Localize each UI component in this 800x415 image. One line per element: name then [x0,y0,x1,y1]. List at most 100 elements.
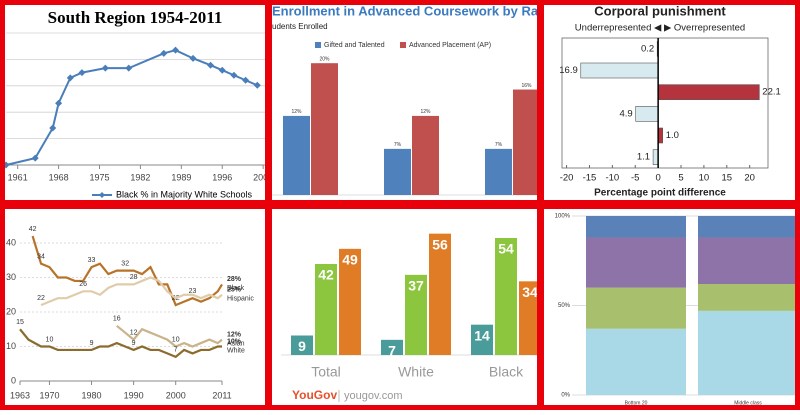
series-name: Asian [227,340,245,347]
category-label: Total [311,364,341,380]
y-tick-label: 0% [561,393,570,399]
bar [513,89,537,195]
value-label: 10 [172,336,180,343]
bar [405,274,427,355]
chart-subtitle: Underrepresented ◀ ▶ Overrepresented [575,23,745,34]
y-tick-label: 20 [6,306,16,316]
value-label: 32 [121,260,129,267]
x-tick-label: 1990 [124,390,144,400]
legend-swatch [400,42,406,48]
value-label: 10 [46,336,54,343]
footer-brand: YouGov [292,388,337,402]
y-tick-label: 0 [11,375,16,385]
x-tick-label: 20 [744,173,755,184]
bar [315,264,337,355]
panel-background [5,209,265,405]
value-label: 7% [495,142,503,148]
x-tick-label: 1961 [8,172,28,182]
marker [189,54,197,62]
legend-swatch [315,42,321,48]
marker [218,66,226,74]
bar [311,63,338,195]
bar-segment [698,284,795,311]
value-label: 54 [498,241,514,257]
bar-segment [586,216,686,238]
value-label: 42 [318,267,334,283]
marker [78,69,86,77]
y-tick-label: 30 [6,272,16,282]
bar-segment [698,310,795,395]
bar [291,335,313,355]
y-tick-label: 40 [6,237,16,247]
value-label: 9 [298,338,306,354]
bar [384,148,411,195]
x-axis-label: Percentage point difference [594,188,726,199]
value-label: 7 [174,347,178,354]
bar [485,148,512,195]
value-label: 26 [79,281,87,288]
marker [5,161,10,169]
value-label: 23 [189,288,197,295]
panel: Corporal punishment Underrepresented ◀ ▶ … [544,5,795,200]
series-name: White [227,347,245,354]
value-label: 0.2 [641,43,654,54]
x-tick-label: -10 [605,173,619,184]
legend-label: Gifted and Talented [324,42,385,49]
y-tick-label: 10 [6,341,16,351]
end-value-label: 12% [227,331,242,338]
series-line [31,235,223,307]
marker [125,64,133,72]
bar [429,233,451,355]
value-label: 16 [113,316,121,323]
category-label: White [398,364,434,380]
marker [101,64,109,72]
value-label: 22.1 [762,87,781,98]
value-label: 22 [37,295,45,302]
value-label: 9 [90,340,94,347]
category-label: Middle class [734,400,762,406]
value-label: 9 [132,340,136,347]
marker [171,46,179,54]
value-label: 12% [291,109,302,115]
x-tick-label: 1989 [171,172,191,182]
marker [253,81,261,89]
value-label: 20% [319,57,330,63]
end-value-label: 28% [227,276,242,283]
value-label: 1.0 [666,130,679,141]
bar [412,115,439,195]
x-tick-label: 1963 [10,390,30,400]
value-label: 56 [432,236,448,252]
footer-url: yougov.com [344,390,403,402]
panel: 0% 50% 100% Bottom 20 Middle class [544,209,795,406]
value-label: 4.9 [619,108,632,119]
bar [519,281,537,355]
category-label: Bottom 20 [625,400,648,406]
x-tick-label: 5 [678,173,683,184]
x-tick-label: 1968 [49,172,69,182]
value-label: 12 [130,329,138,336]
x-tick-label: -15 [583,173,597,184]
value-label: 7 [388,343,396,359]
panel: Enrollment in Advanced Coursework by Rac… [272,5,537,200]
series-line [5,49,258,166]
x-tick-label: -5 [631,173,639,184]
x-tick-label: 1975 [89,172,109,182]
value-label: 28 [130,274,138,281]
series-name: Black [227,285,245,292]
bar [652,149,659,165]
marker [230,71,238,79]
value-label: 34 [37,254,45,261]
x-tick-label: 10 [699,173,710,184]
series-line [19,328,222,359]
end-value-label: 10% [227,338,242,345]
value-label: 16% [521,83,532,89]
x-tick-label: 1980 [82,390,102,400]
value-label: 7% [394,142,402,148]
value-label: 33 [88,257,96,264]
x-tick-label: 2003 [253,172,273,182]
x-tick-label: 2011 [212,390,231,400]
value-label: 15 [16,319,24,326]
end-value-label: 25% [227,287,242,294]
